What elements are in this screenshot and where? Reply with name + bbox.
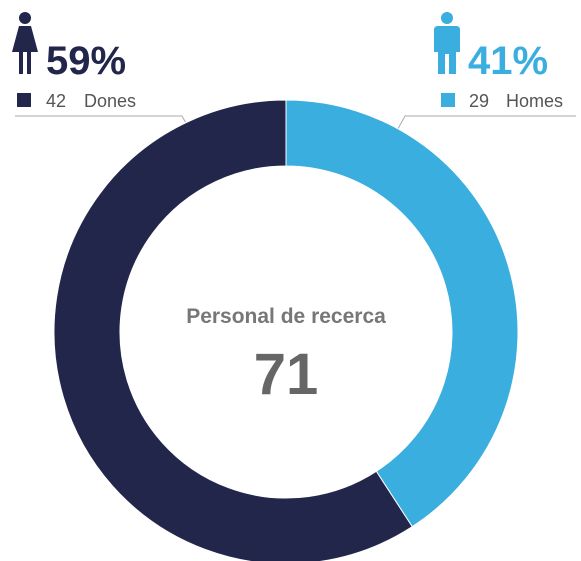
legend-swatch	[441, 93, 455, 107]
legend-value: 29	[469, 91, 489, 111]
woman-icon	[12, 12, 38, 74]
share-label: 41%	[468, 39, 548, 83]
legend-label: Dones	[84, 91, 136, 111]
donut-segment	[285, 99, 519, 528]
share-label: 59%	[46, 39, 126, 83]
man-icon	[434, 12, 460, 74]
center-label: Personal de recerca	[186, 305, 386, 328]
legend-label: Homes	[506, 91, 563, 111]
legend-swatch	[17, 93, 31, 107]
legend-value: 42	[46, 91, 66, 111]
donut-segment	[53, 99, 413, 561]
center-total: 71	[254, 342, 319, 407]
